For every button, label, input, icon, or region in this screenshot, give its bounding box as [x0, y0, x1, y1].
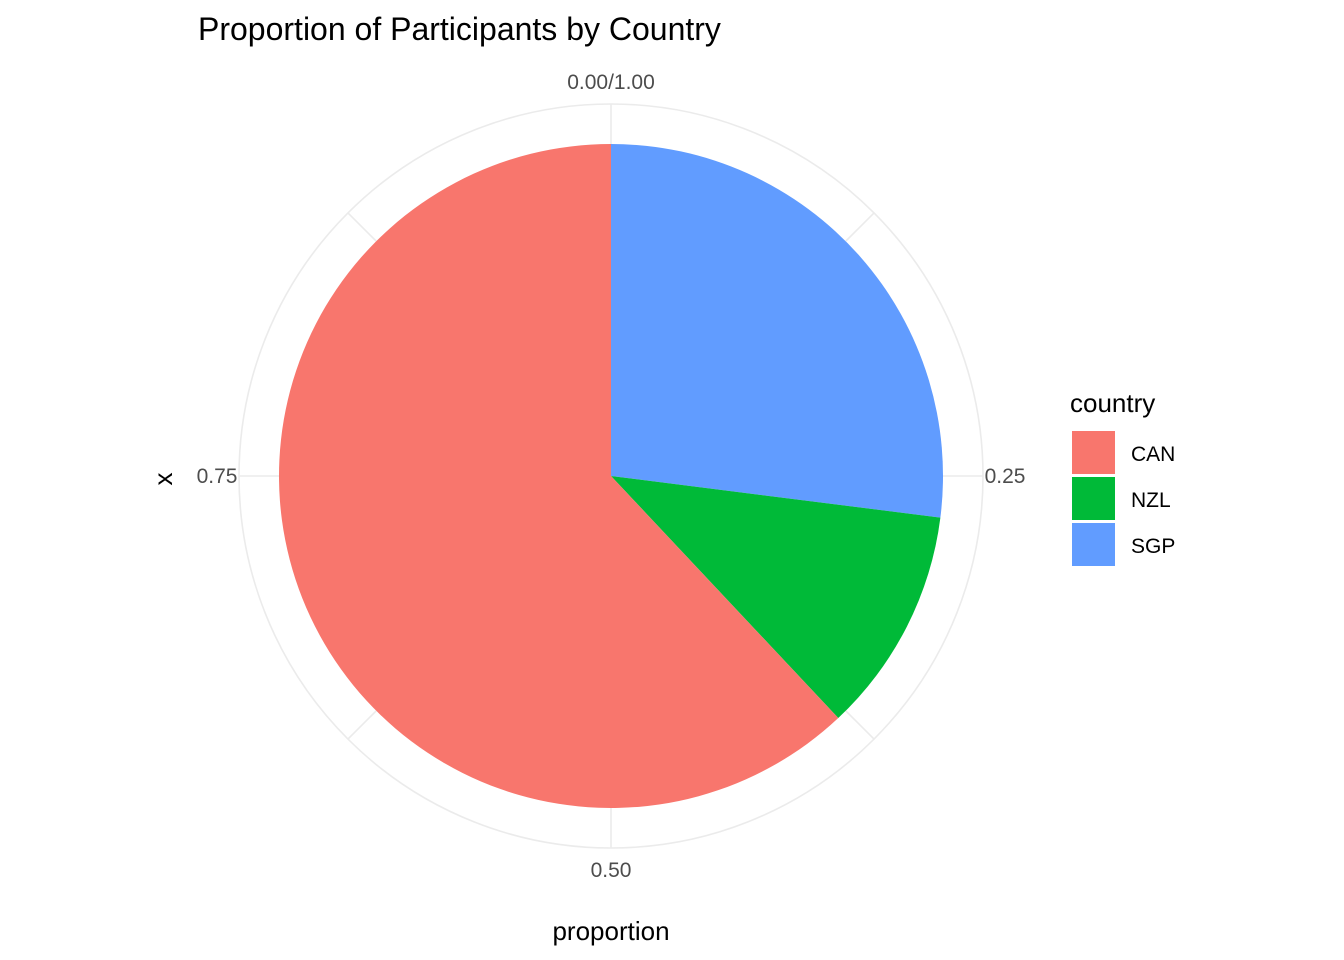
legend-label-sgp: SGP [1131, 535, 1175, 558]
pie-slice-nzl [611, 476, 941, 719]
legend-key-sgp [1072, 523, 1115, 566]
y-axis-title: x [148, 473, 178, 486]
pie-slice-sgp [611, 144, 944, 518]
chart-title: Proportion of Participants by Country [198, 11, 721, 47]
angle-tick-label: 0.75 [197, 465, 238, 488]
grid-spoke [347, 710, 377, 740]
legend-title: country [1070, 388, 1155, 418]
grid-spoke [347, 212, 377, 242]
grid-spoke [845, 212, 875, 242]
legend-label-nzl: NZL [1131, 489, 1171, 512]
grid-spoke [845, 710, 875, 740]
legend-label-can: CAN [1131, 443, 1175, 466]
legend-key-can [1072, 431, 1115, 474]
polar-grid [238, 103, 984, 849]
legend: country CAN NZL SGP [1070, 388, 1175, 566]
legend-key-nzl [1072, 477, 1115, 520]
angle-tick-label: 0.50 [591, 859, 632, 882]
angle-tick-labels: 0.00/1.00 0.25 0.50 0.75 [197, 71, 1026, 882]
x-axis-title: proportion [552, 916, 669, 946]
pie-slices [278, 144, 944, 808]
angle-tick-label: 0.25 [985, 465, 1026, 488]
pie-slice-can [278, 144, 839, 808]
angle-tick-label: 0.00/1.00 [567, 71, 655, 94]
